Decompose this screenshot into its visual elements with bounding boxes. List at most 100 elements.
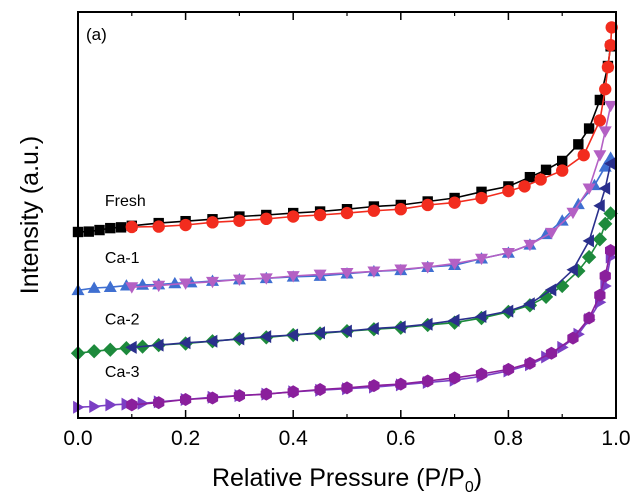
data-point <box>593 114 607 127</box>
data-point <box>341 381 353 395</box>
data-point <box>287 210 300 223</box>
data-point <box>206 334 218 348</box>
data-point <box>601 60 615 74</box>
data-point <box>502 184 515 198</box>
series-labels: Fresh Ca-1 Ca-2 Ca-3 <box>105 193 146 381</box>
x-axis-title: Relative Pressure (P/P0) <box>212 464 482 496</box>
series-label: Ca-3 <box>105 364 140 381</box>
data-point <box>557 340 569 354</box>
data-point <box>260 212 273 226</box>
data-point <box>340 324 352 338</box>
series-line <box>131 250 612 406</box>
data-point <box>555 214 569 226</box>
data-point <box>582 183 596 195</box>
data-point <box>367 321 379 335</box>
data-point <box>125 282 139 294</box>
data-point <box>567 331 579 345</box>
data-point <box>367 204 381 217</box>
series-line <box>131 163 612 349</box>
data-point <box>368 379 380 393</box>
series-line <box>131 105 612 288</box>
data-point <box>583 311 595 325</box>
data-point <box>604 38 617 52</box>
data-point <box>206 391 219 405</box>
data-point <box>179 336 191 350</box>
data-point <box>598 126 612 138</box>
x-tick-label: 0.8 <box>494 427 523 450</box>
x-tick-label: 0.2 <box>171 427 200 450</box>
data-point <box>153 396 165 410</box>
series-ca-2-adsorption <box>70 206 618 361</box>
data-point <box>448 196 461 209</box>
data-point <box>313 208 327 222</box>
data-point <box>179 393 192 407</box>
data-point <box>286 328 299 342</box>
data-point <box>573 139 584 150</box>
data-point <box>233 389 246 403</box>
data-point <box>598 181 611 195</box>
data-point <box>260 387 272 401</box>
x-tick-label: 0.4 <box>279 427 309 450</box>
data-point <box>544 283 557 297</box>
data-point <box>179 218 192 232</box>
data-point <box>125 220 138 234</box>
data-point <box>206 276 219 289</box>
data-point <box>94 224 105 236</box>
data-point <box>421 317 433 331</box>
x-axis-title-subscript: 0 <box>465 479 474 496</box>
data-point <box>119 341 134 356</box>
series-ca-2-desorption <box>125 157 616 354</box>
data-point <box>233 214 246 227</box>
data-point <box>476 186 487 198</box>
series-label: Ca-1 <box>105 250 140 267</box>
data-point <box>594 94 606 106</box>
data-point <box>593 199 605 213</box>
data-point <box>87 281 101 293</box>
data-point <box>152 280 166 293</box>
data-point <box>592 232 608 247</box>
data-point <box>566 263 578 277</box>
data-point <box>518 180 531 193</box>
data-point <box>448 313 460 327</box>
series-label: Fresh <box>105 193 146 210</box>
data-point <box>313 326 325 340</box>
data-point <box>448 371 461 385</box>
data-point <box>367 266 381 278</box>
data-point <box>539 227 553 240</box>
data-point <box>286 271 300 283</box>
data-point <box>598 216 613 232</box>
data-point <box>603 206 618 221</box>
series-line <box>131 27 613 228</box>
data-point <box>152 220 165 233</box>
data-point <box>540 164 552 176</box>
data-point <box>394 320 406 334</box>
data-point <box>448 258 462 271</box>
data-point <box>598 160 612 172</box>
x-tick-label: 0.6 <box>386 427 415 450</box>
data-point <box>115 222 127 233</box>
data-point <box>475 310 487 324</box>
series-fresh-desorption <box>125 21 618 234</box>
data-point <box>524 171 536 183</box>
data-point <box>593 150 607 162</box>
data-point <box>152 338 164 352</box>
data-point <box>179 278 193 290</box>
data-point <box>534 173 547 186</box>
data-point <box>105 222 116 234</box>
data-point <box>475 367 488 381</box>
data-point <box>89 399 101 413</box>
data-point <box>105 398 117 412</box>
data-point <box>103 342 118 357</box>
data-point <box>556 164 569 177</box>
data-point <box>544 227 558 240</box>
data-point <box>523 297 535 311</box>
data-point <box>422 374 434 388</box>
data-point <box>395 377 407 391</box>
data-point <box>594 288 606 302</box>
data-point <box>340 268 354 280</box>
data-point <box>206 216 219 229</box>
data-point <box>259 273 273 285</box>
data-point <box>394 203 407 216</box>
data-point <box>501 247 515 260</box>
